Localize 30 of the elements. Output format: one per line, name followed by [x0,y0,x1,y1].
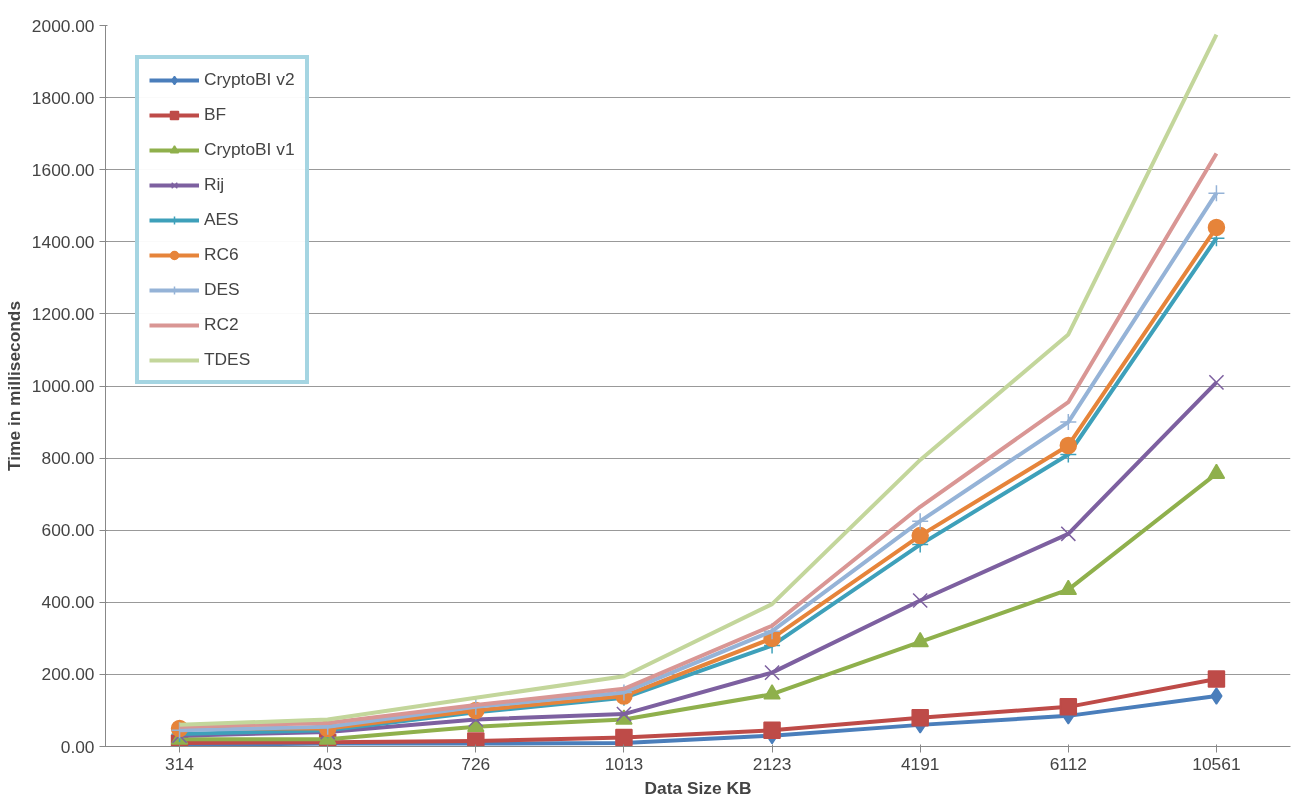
x-tick-label: 2123 [752,753,792,774]
y-tick-label: 600.00 [41,520,95,541]
legend-label: DES [204,279,240,300]
y-tick-label: 800.00 [41,448,95,469]
x-tick-label: 726 [461,753,491,774]
y-axis-title: Time in milliseconds [3,300,24,472]
x-tick-label: 10561 [1192,753,1241,774]
legend-label: RC6 [204,244,239,265]
y-tick-label: 400.00 [41,592,95,613]
x-tick-label: 403 [313,753,343,774]
y-tick-label: 200.00 [41,664,95,685]
x-tick-label: 6112 [1049,753,1087,774]
legend-label: BF [204,104,227,125]
y-tick-label: 1800.00 [31,87,95,108]
legend-label: CryptoBI v2 [204,69,295,90]
legend-label: CryptoBI v1 [204,139,295,160]
y-tick-label: 1600.00 [31,159,95,180]
y-tick-label: 1400.00 [31,231,95,252]
x-tick-label: 314 [165,753,195,774]
legend-label: Rij [204,174,225,195]
legend-label: RC2 [204,314,239,335]
legend-label: TDES [204,349,251,370]
y-tick-label: 0.00 [60,736,95,757]
x-tick-label: 1013 [604,753,644,774]
legend-label: AES [204,209,239,230]
y-tick-label: 1000.00 [31,376,95,396]
x-axis-title: Data Size KB [644,777,752,798]
y-tick-label: 1200.00 [31,303,95,324]
y-tick-label: 2000.00 [31,15,95,36]
x-tick-label: 4191 [900,753,940,774]
